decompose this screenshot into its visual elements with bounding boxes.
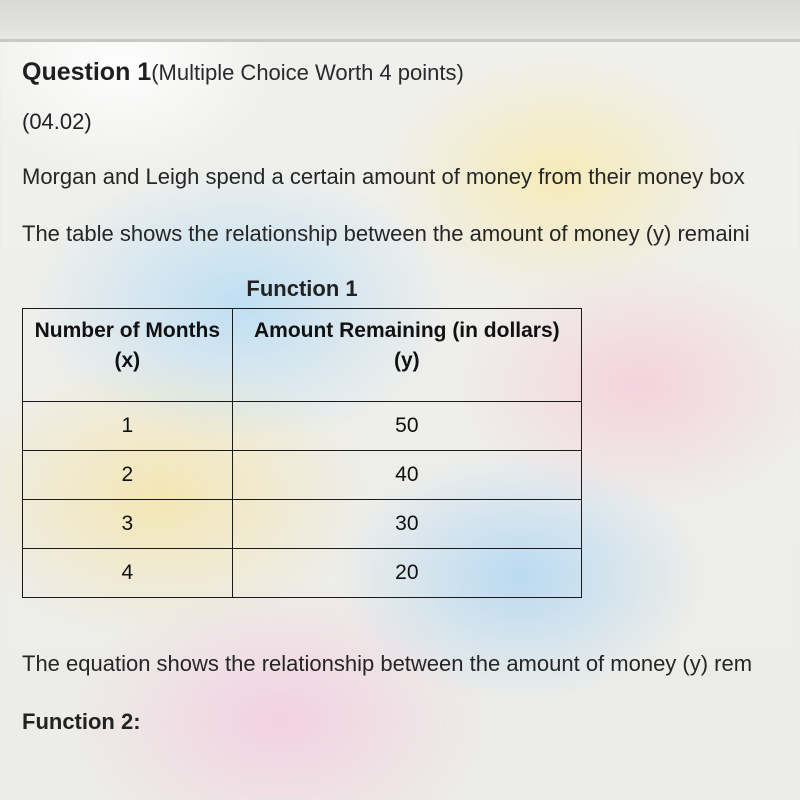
cell-x: 4 [23, 549, 233, 598]
col-header-x-text: Number of Months [35, 319, 220, 342]
equation-intro-text: The equation shows the relationship betw… [22, 650, 800, 679]
table-row: 4 20 [23, 549, 582, 598]
section-code: (04.02) [22, 109, 800, 135]
browser-top-band [0, 0, 800, 42]
col-header-x-sub: (x) [31, 349, 224, 373]
question-worth: (Multiple Choice Worth 4 points) [151, 60, 464, 85]
cell-y: 40 [232, 451, 581, 500]
cell-y: 50 [232, 402, 581, 451]
table-row: 1 50 [23, 402, 582, 451]
cell-y: 30 [232, 500, 581, 549]
col-header-y: Amount Remaining (in dollars) (y) [232, 309, 581, 402]
col-header-y-text: Amount Remaining (in dollars) [254, 319, 560, 342]
question-content: Question 1(Multiple Choice Worth 4 point… [22, 58, 800, 735]
table-row: 2 40 [23, 451, 582, 500]
col-header-y-sub: (y) [241, 349, 573, 373]
function2-label: Function 2: [22, 709, 800, 735]
col-header-x: Number of Months (x) [23, 309, 233, 402]
cell-x: 2 [23, 451, 233, 500]
cell-x: 1 [23, 402, 233, 451]
table-row: 3 30 [23, 500, 582, 549]
function1-table: Number of Months (x) Amount Remaining (i… [22, 308, 582, 598]
cell-x: 3 [23, 500, 233, 549]
table-header-row: Number of Months (x) Amount Remaining (i… [23, 309, 582, 402]
question-number: Question 1 [22, 58, 151, 86]
table-intro-text: The table shows the relationship between… [22, 220, 800, 249]
question-intro-text: Morgan and Leigh spend a certain amount … [22, 163, 800, 192]
cell-y: 20 [232, 549, 581, 598]
question-header: Question 1(Multiple Choice Worth 4 point… [22, 58, 800, 87]
function1-title: Function 1 [22, 276, 582, 302]
